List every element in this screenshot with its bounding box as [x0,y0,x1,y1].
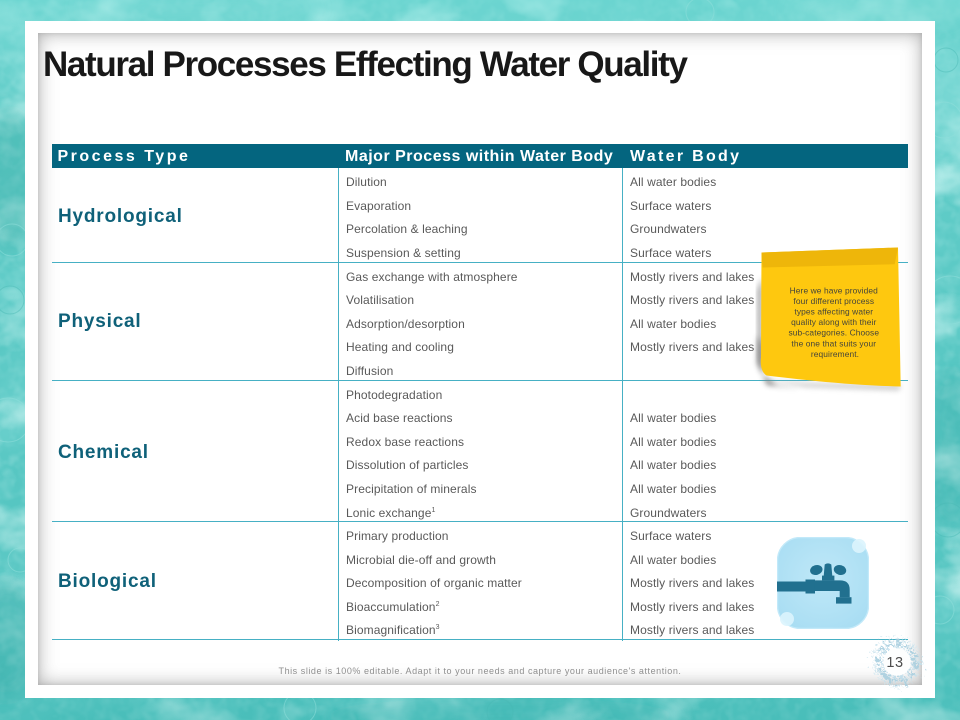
svg-text:13: 13 [886,655,903,671]
svg-text:Here we have provided four: Here we have provided four different pro… [788,286,881,359]
